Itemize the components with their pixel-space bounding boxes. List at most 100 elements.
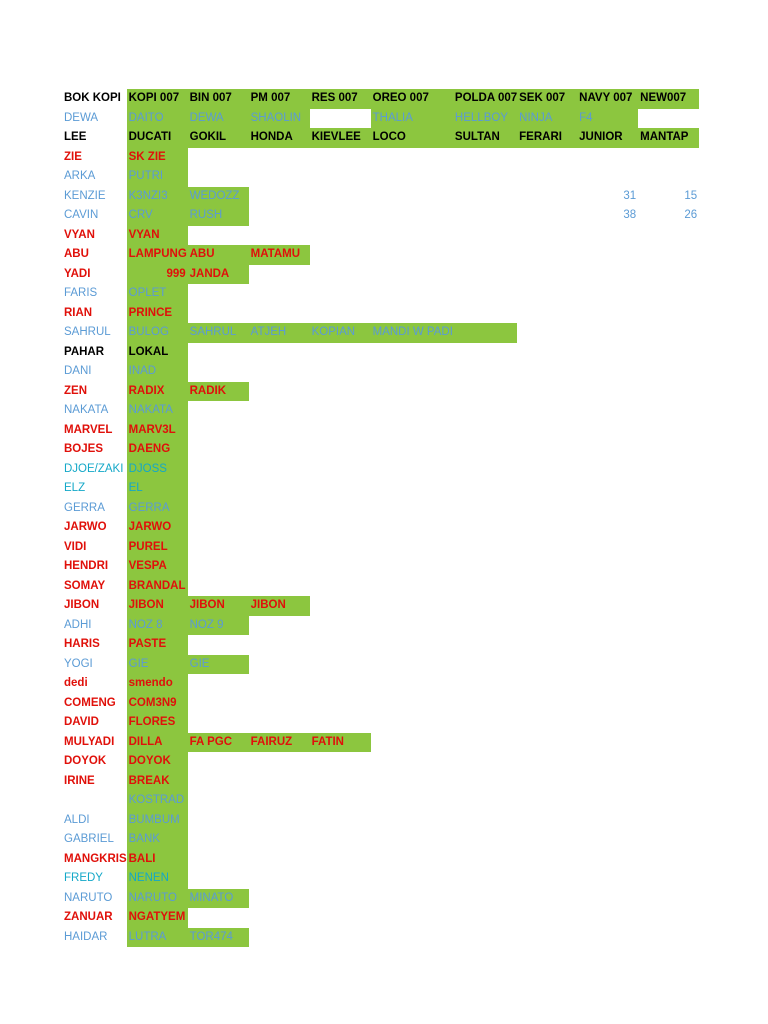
cell-c5 <box>371 889 453 909</box>
cell-c8: NAVY 007 <box>577 89 639 109</box>
cell-c8 <box>577 460 638 480</box>
cell-c7 <box>517 772 577 792</box>
cell-c5 <box>371 694 453 714</box>
cell-c8 <box>577 869 638 889</box>
cell-c3 <box>249 752 310 772</box>
cell-c4 <box>310 460 371 480</box>
cell-c2 <box>188 908 249 928</box>
cell-c4 <box>310 206 371 226</box>
table-row: ZANUAR NGATYEM <box>62 908 699 928</box>
cell-c2 <box>188 791 249 811</box>
cell-c2 <box>188 167 249 187</box>
cell-c3: PM 007 <box>248 89 310 109</box>
cell-c8 <box>577 167 638 187</box>
cell-c3 <box>249 499 310 519</box>
cell-c3 <box>249 460 310 480</box>
cell-c6 <box>453 577 517 597</box>
cell-c3 <box>249 440 310 460</box>
cell-c9 <box>638 284 699 304</box>
row-label-cell: RIAN <box>64 306 93 319</box>
cell-c1: CRV <box>126 206 188 226</box>
cell-c5 <box>371 499 453 519</box>
cell-c7 <box>517 401 577 421</box>
cell-c7 <box>517 479 577 499</box>
cell-c1: KOPI 007 <box>126 89 188 109</box>
row-label-cell: KENZIE <box>64 189 106 202</box>
cell-c1: LUTRA <box>126 927 188 947</box>
cell-c6 <box>453 674 517 694</box>
row-label-cell: LEE <box>64 131 87 143</box>
cell-c2: WEDOZZ <box>187 186 249 206</box>
cell-c7 <box>517 304 577 324</box>
cell-c2 <box>188 226 249 246</box>
cell-c3 <box>249 655 310 675</box>
cell-c2: FA PGC <box>187 732 249 752</box>
table-row: JIBON JIBON JIBON JIBON <box>62 596 699 616</box>
cell-c9 <box>638 362 699 382</box>
cell-c4: KOPIAN <box>309 323 371 343</box>
cell-c1: DAITO <box>126 108 188 128</box>
cell-c1: PRINCE <box>126 303 188 323</box>
cell-c2 <box>188 635 249 655</box>
table-row: IRINE BREAK <box>62 771 699 792</box>
cell-c1: K3NZI3 <box>126 186 188 206</box>
cell-c2 <box>188 850 249 870</box>
table-row: YOGI GIE GIE <box>62 654 699 675</box>
cell-c8 <box>577 499 638 519</box>
cell-c7 <box>517 187 577 207</box>
cell-c1: VYAN <box>126 225 188 245</box>
cell-c9 <box>638 304 699 324</box>
cell-c9 <box>638 148 699 168</box>
cell-c1: NOZ 8 <box>126 615 188 635</box>
cell-c7 <box>517 674 577 694</box>
cell-c3 <box>249 577 310 597</box>
cell-c6 <box>453 421 517 441</box>
cell-c9 <box>638 694 699 714</box>
cell-c4 <box>310 499 371 519</box>
cell-c3 <box>249 265 310 285</box>
cell-c1: NENEN <box>126 869 188 889</box>
cell-c4 <box>310 167 371 187</box>
cell-c4 <box>310 557 371 577</box>
cell-c9: 15 <box>684 189 698 202</box>
row-label-cell: MARVEL <box>64 423 113 436</box>
cell-c2: GIE <box>187 654 249 674</box>
cell-c9 <box>638 869 699 889</box>
cell-c8 <box>577 148 638 168</box>
cell-c7 <box>517 616 577 636</box>
cell-c6 <box>453 148 517 168</box>
row-label-cell: ALDI <box>64 813 90 826</box>
cell-c3 <box>249 791 310 811</box>
cell-c6 <box>453 772 517 792</box>
table-row: HAIDAR LUTRA TOR474 <box>62 927 699 947</box>
cell-c7 <box>517 655 577 675</box>
cell-c7 <box>517 869 577 889</box>
cell-c3 <box>249 148 310 168</box>
cell-c3 <box>249 538 310 558</box>
cell-c9 <box>638 616 699 636</box>
cell-c6 <box>453 382 517 402</box>
cell-c7 <box>517 167 577 187</box>
cell-c6 <box>453 245 517 265</box>
row-label-cell: FARIS <box>64 287 98 299</box>
table-row: SOMAY BRANDAL <box>62 576 699 597</box>
table-row: RIAN PRINCE <box>62 303 699 324</box>
cell-c3: JIBON <box>248 596 310 616</box>
cell-c5: OREO 007 <box>370 89 453 109</box>
cell-c5 <box>371 557 453 577</box>
cell-c7 <box>517 499 577 519</box>
cell-c9 <box>638 499 699 519</box>
cell-c6 <box>453 635 517 655</box>
cell-c1: smendo <box>126 674 188 694</box>
cell-c1: DJOSS <box>126 459 188 479</box>
cell-c7 <box>517 382 577 402</box>
cell-c9 <box>638 401 699 421</box>
cell-c1: NAKATA <box>126 401 188 421</box>
cell-c8 <box>577 226 638 246</box>
row-label-cell: VYAN <box>64 228 95 241</box>
row-label-cell: GABRIEL <box>64 833 114 845</box>
cell-c8 <box>577 304 638 324</box>
cell-c1: NGATYEM <box>126 908 188 928</box>
cell-c3 <box>249 830 310 850</box>
cell-c7 <box>517 343 577 363</box>
